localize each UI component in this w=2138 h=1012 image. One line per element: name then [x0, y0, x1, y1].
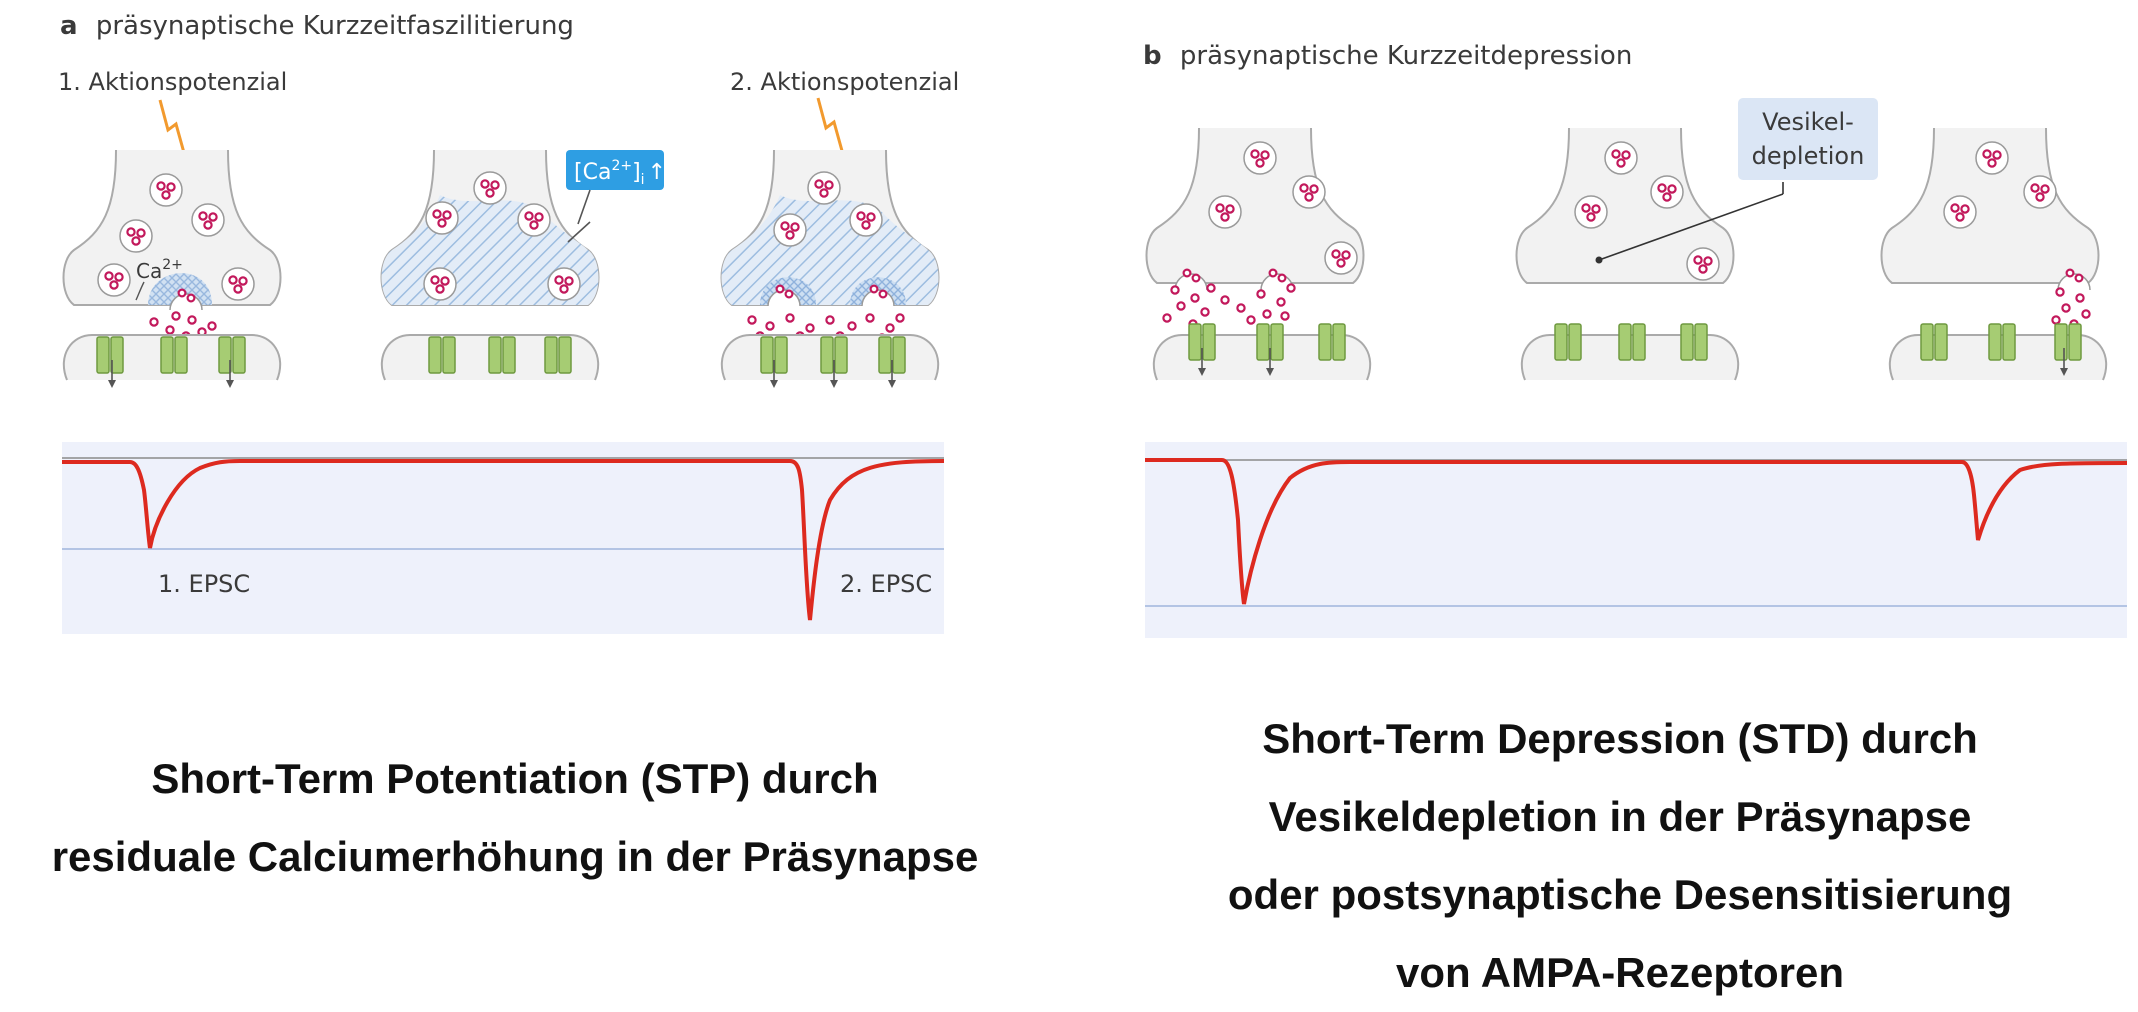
- panel-b-title: präsynaptische Kurzzeitdepression: [1180, 41, 1632, 71]
- panel-b-letter: b: [1143, 41, 1162, 71]
- caption-b-line: Short-Term Depression (STD) durch: [1262, 715, 1978, 762]
- vesicle-depletion-callout: Vesikel- depletion: [1738, 98, 1878, 180]
- synapse-b3: [1880, 127, 2100, 329]
- caption-panel-a: Short-Term Potentiation (STP) durch resi…: [0, 740, 1030, 896]
- epsc-trace-line: [1145, 458, 2128, 605]
- caption-a-line: residuale Calciumerhöhung in der Präsyna…: [51, 833, 979, 880]
- lightning-icon: [816, 97, 846, 159]
- lightning-icon: [158, 99, 188, 161]
- postsynapse-a1: [62, 334, 282, 389]
- epsc-trace-a: [62, 442, 945, 634]
- svg-text:[Ca2+]i↑: [Ca2+]i ↑: [574, 158, 666, 188]
- caption-panel-b: Short-Term Depression (STD) durch Vesike…: [1110, 700, 2130, 1012]
- postsynapse-b2: [1520, 323, 1740, 381]
- panel-b-heading: b präsynaptische Kurzzeitdepression: [1143, 41, 1632, 71]
- epsc-2-label: 2. EPSC: [840, 570, 932, 598]
- panel-a-heading: a präsynaptische Kurzzeitfaszilitierung: [60, 11, 574, 41]
- calcium-label: Ca2+: [136, 257, 183, 283]
- postsynapse-a3: [720, 334, 940, 389]
- caption-b-line: von AMPA-Rezeptoren: [1395, 949, 1844, 996]
- caption-a-line: Short-Term Potentiation (STP) durch: [151, 755, 879, 802]
- callout-line-2: depletion: [1752, 142, 1865, 170]
- callout-line-1: Vesikel-: [1762, 108, 1854, 136]
- epsc-1-label: 1. EPSC: [158, 570, 250, 598]
- panel-a: a präsynaptische Kurzzeitfaszilitierung …: [58, 11, 959, 634]
- action-potential-2-label: 2. Aktionspotenzial: [730, 68, 959, 96]
- panel-a-letter: a: [60, 11, 78, 41]
- calcium-callout: [Ca2+]i ↑: [566, 150, 666, 225]
- postsynapse-a2: [380, 334, 600, 381]
- synapse-a3: [720, 149, 940, 347]
- synapse-a1: Ca2+: [62, 149, 282, 357]
- postsynapse-b1: [1152, 323, 1372, 381]
- postsynapse-b3: [1888, 323, 2108, 381]
- epsc-trace-line: [62, 459, 945, 621]
- synapse-b2: [1515, 127, 1784, 284]
- synapse-a2: [380, 149, 600, 306]
- panel-b: b präsynaptische Kurzzeitdepression: [1143, 41, 2128, 638]
- panel-a-title: präsynaptische Kurzzeitfaszilitierung: [96, 11, 574, 41]
- action-potential-1-label: 1. Aktionspotenzial: [58, 68, 287, 96]
- caption-b-line: Vesikeldepletion in der Präsynapse: [1268, 793, 1972, 840]
- epsc-trace-b: [1145, 442, 2128, 638]
- caption-b-line: oder postsynaptische Desensitisierung: [1227, 871, 2013, 918]
- synapse-b1: [1145, 127, 1365, 329]
